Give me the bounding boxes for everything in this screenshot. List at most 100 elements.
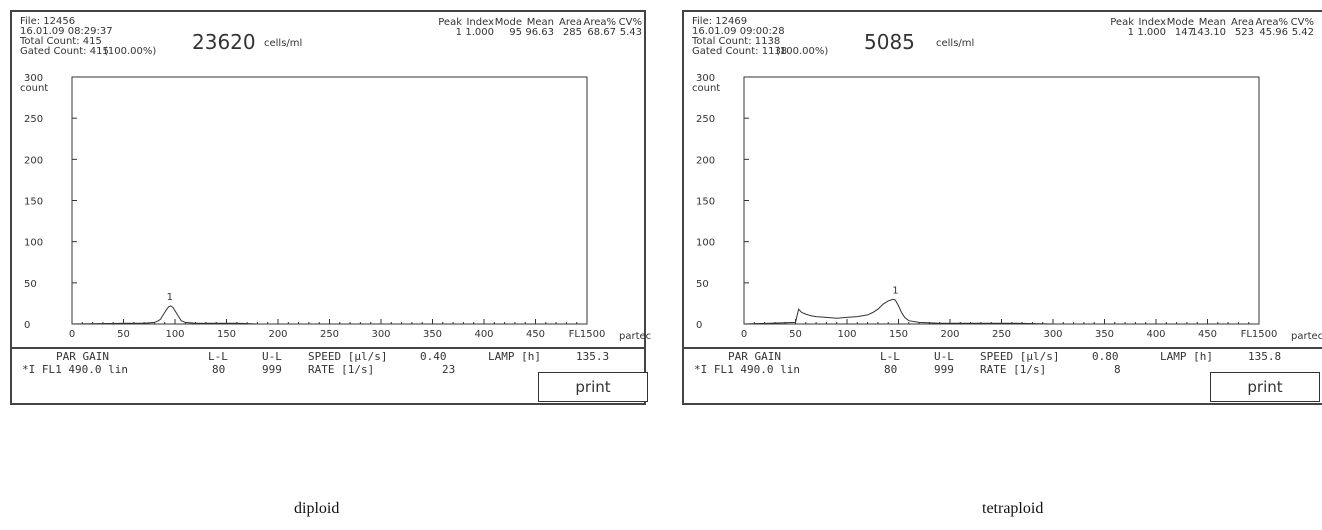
stats-value: 68.67 — [587, 27, 616, 38]
ul-header: U-L — [934, 350, 954, 363]
rate-label: RATE [1/s] — [308, 363, 375, 376]
stats-header: Area — [1230, 17, 1254, 28]
y-tick-label: 100 — [696, 238, 715, 249]
x-tick-label: 150 — [889, 329, 908, 340]
lamp-value: 135.8 — [1248, 350, 1282, 363]
brand-label: partec — [1291, 331, 1322, 342]
channel-row: *I FL1 490.0 lin — [694, 363, 800, 376]
concentration-unit: cells/ml — [264, 38, 303, 49]
y-tick-label: 250 — [696, 114, 715, 125]
rate-label: RATE [1/s] — [980, 363, 1047, 376]
lamp-value: 135.3 — [576, 350, 610, 363]
y-tick-label: 100 — [24, 238, 43, 249]
stats-header: Index — [1138, 17, 1166, 28]
stats-value: 5.43 — [619, 27, 642, 38]
stats-header: Area% — [1255, 17, 1288, 28]
y-tick-label: 200 — [24, 155, 43, 166]
ul-value: 999 — [262, 363, 282, 376]
datetime-label: 16.01.09 09:00:28 — [692, 26, 785, 37]
histogram-series — [71, 305, 587, 325]
stats-header: Mode — [494, 17, 522, 28]
gated-percent-label: (100.00%) — [776, 46, 829, 57]
control-separator — [12, 347, 644, 349]
x-tick-label: 200 — [940, 329, 959, 340]
x-tick-label: 300 — [1043, 329, 1062, 340]
stats-header: Mean — [1198, 17, 1226, 28]
y-tick-label: 300 — [24, 73, 43, 84]
ul-value: 999 — [934, 363, 954, 376]
caption-tetraploid: tetraploid — [982, 500, 1044, 517]
speed-value: 0.80 — [1092, 350, 1119, 363]
x-tick-end-label: FL1500 — [569, 329, 606, 340]
x-tick-label: 50 — [789, 329, 802, 340]
x-tick-label: 400 — [474, 329, 493, 340]
speed-value: 0.40 — [420, 350, 447, 363]
stats-value: 96.63 — [525, 27, 554, 38]
stats-header: Peak — [438, 17, 462, 28]
y-tick-label: 0 — [696, 320, 702, 331]
file-label: File: 12456 — [20, 16, 76, 27]
x-tick-label: 100 — [837, 329, 856, 340]
stats-value: 285 — [562, 27, 582, 38]
x-tick-label: 50 — [117, 329, 130, 340]
brand-label: partec — [619, 331, 651, 342]
channel-row: *I FL1 490.0 lin — [22, 363, 128, 376]
stats-value: 143.10 — [1191, 27, 1226, 38]
plot-frame — [743, 76, 1260, 325]
y-tick-label: 250 — [24, 114, 43, 125]
concentration-value: 5085 — [864, 30, 915, 54]
x-tick-end-label: FL1500 — [1241, 329, 1278, 340]
stats-header: Area% — [583, 17, 616, 28]
stats-value: 147 — [1174, 27, 1194, 38]
control-separator — [684, 347, 1322, 349]
x-tick-label: 250 — [320, 329, 339, 340]
par-gain-label: PAR GAIN — [728, 350, 781, 363]
lamp-label: LAMP [h] — [1160, 350, 1213, 363]
speed-label: SPEED [µl/s] — [308, 350, 388, 363]
ll-header: L-L — [208, 350, 228, 363]
total-count-label: Total Count: 415 — [20, 36, 102, 47]
x-tick-label: 300 — [371, 329, 390, 340]
peak-label: 1 — [892, 285, 898, 296]
y-axis-label: count — [20, 83, 48, 94]
print-button[interactable]: print — [1210, 372, 1320, 402]
stats-table: Peak 1 Index 1.000 Mode 95 Mean 96.63 Area 285 Are… — [392, 17, 642, 39]
y-tick-label: 200 — [696, 155, 715, 166]
x-tick-label: 350 — [423, 329, 442, 340]
stats-table: Peak 1 Index 1.000 Mode 147 Mean 143.10 Area 523 A… — [1064, 17, 1314, 39]
stats-header: CV% — [1290, 17, 1314, 28]
y-axis-label: count — [692, 83, 720, 94]
gated-count-label: Gated Count: 1138 — [692, 46, 788, 57]
file-label: File: 12469 — [692, 16, 748, 27]
y-tick-label: 300 — [696, 73, 715, 84]
concentration-unit: cells/ml — [936, 38, 975, 49]
x-tick-label: 350 — [1095, 329, 1114, 340]
stats-value: 1.000 — [465, 27, 494, 38]
stats-value: 1 — [455, 27, 462, 38]
stats-header: Mode — [1166, 17, 1194, 28]
lamp-label: LAMP [h] — [488, 350, 541, 363]
rate-value: 8 — [1114, 363, 1121, 376]
rate-value: 23 — [442, 363, 456, 376]
x-tick-label: 200 — [268, 329, 287, 340]
speed-label: SPEED [µl/s] — [980, 350, 1060, 363]
stats-value: 95 — [509, 27, 522, 38]
stats-value: 1 — [1127, 27, 1134, 38]
print-button[interactable]: print — [538, 372, 648, 402]
concentration-value: 23620 — [192, 30, 256, 54]
x-tick-label: 400 — [1146, 329, 1165, 340]
gated-percent-label: (100.00%) — [104, 46, 157, 57]
total-count-label: Total Count: 1138 — [692, 36, 781, 47]
x-tick-label: 450 — [526, 329, 545, 340]
y-tick-label: 150 — [24, 197, 43, 208]
y-tick-label: 50 — [24, 279, 37, 290]
x-tick-label: 250 — [992, 329, 1011, 340]
x-tick-label: 0 — [741, 329, 747, 340]
y-tick-label: 50 — [696, 279, 709, 290]
par-gain-label: PAR GAIN — [56, 350, 109, 363]
x-tick-label: 150 — [217, 329, 236, 340]
stats-value: 523 — [1234, 27, 1254, 38]
datetime-label: 16.01.09 08:29:37 — [20, 26, 113, 37]
